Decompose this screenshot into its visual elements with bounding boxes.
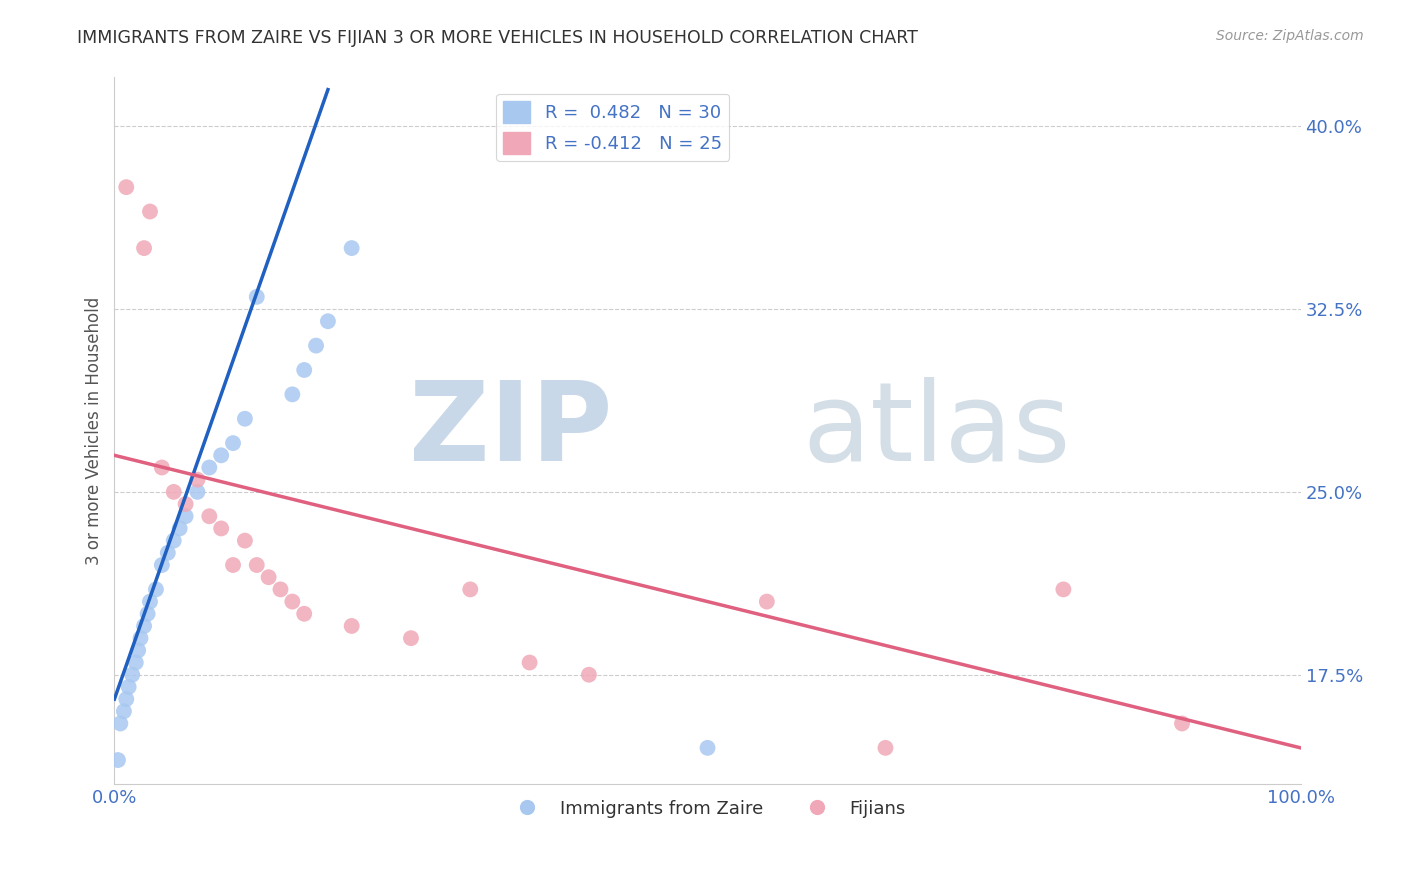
Text: atlas: atlas: [803, 377, 1071, 484]
Point: [222, 558, 245, 572]
Point: [222, 436, 245, 450]
Point: [121, 667, 143, 681]
Point: [112, 704, 135, 718]
Point: [292, 607, 315, 621]
Point: [125, 656, 148, 670]
Point: [316, 314, 339, 328]
Point: [257, 570, 280, 584]
Point: [292, 363, 315, 377]
Point: [107, 753, 129, 767]
Point: [198, 509, 221, 524]
Point: [115, 692, 138, 706]
Point: [519, 656, 541, 670]
Point: [139, 594, 162, 608]
Text: IMMIGRANTS FROM ZAIRE VS FIJIAN 3 OR MORE VEHICLES IN HOUSEHOLD CORRELATION CHAR: IMMIGRANTS FROM ZAIRE VS FIJIAN 3 OR MOR…: [77, 29, 918, 46]
Point: [110, 716, 132, 731]
Point: [399, 631, 422, 645]
Point: [1171, 716, 1194, 731]
Point: [340, 619, 363, 633]
Point: [186, 473, 208, 487]
Point: [156, 546, 179, 560]
Point: [305, 338, 328, 352]
Point: [136, 607, 159, 621]
Point: [174, 497, 197, 511]
Point: [150, 558, 173, 572]
Legend: Immigrants from Zaire, Fijians: Immigrants from Zaire, Fijians: [502, 792, 912, 825]
Point: [233, 533, 256, 548]
Point: [139, 204, 162, 219]
Point: [875, 740, 897, 755]
Point: [150, 460, 173, 475]
Point: [132, 619, 155, 633]
Point: [198, 460, 221, 475]
Y-axis label: 3 or more Vehicles in Household: 3 or more Vehicles in Household: [86, 297, 103, 565]
Point: [578, 667, 600, 681]
Point: [281, 594, 304, 608]
Point: [458, 582, 481, 597]
Point: [129, 631, 152, 645]
Text: ZIP: ZIP: [409, 377, 613, 484]
Point: [169, 521, 191, 535]
Text: Source: ZipAtlas.com: Source: ZipAtlas.com: [1216, 29, 1364, 43]
Point: [117, 680, 139, 694]
Point: [281, 387, 304, 401]
Point: [209, 448, 232, 462]
Point: [132, 241, 155, 255]
Point: [174, 509, 197, 524]
Point: [1052, 582, 1074, 597]
Point: [115, 180, 138, 194]
Point: [340, 241, 363, 255]
Point: [127, 643, 149, 657]
Point: [145, 582, 167, 597]
Point: [163, 533, 186, 548]
Point: [269, 582, 291, 597]
Point: [163, 484, 186, 499]
Point: [246, 558, 269, 572]
Point: [246, 290, 269, 304]
Point: [209, 521, 232, 535]
Point: [186, 484, 208, 499]
Point: [233, 411, 256, 425]
Point: [696, 740, 718, 755]
Point: [755, 594, 778, 608]
